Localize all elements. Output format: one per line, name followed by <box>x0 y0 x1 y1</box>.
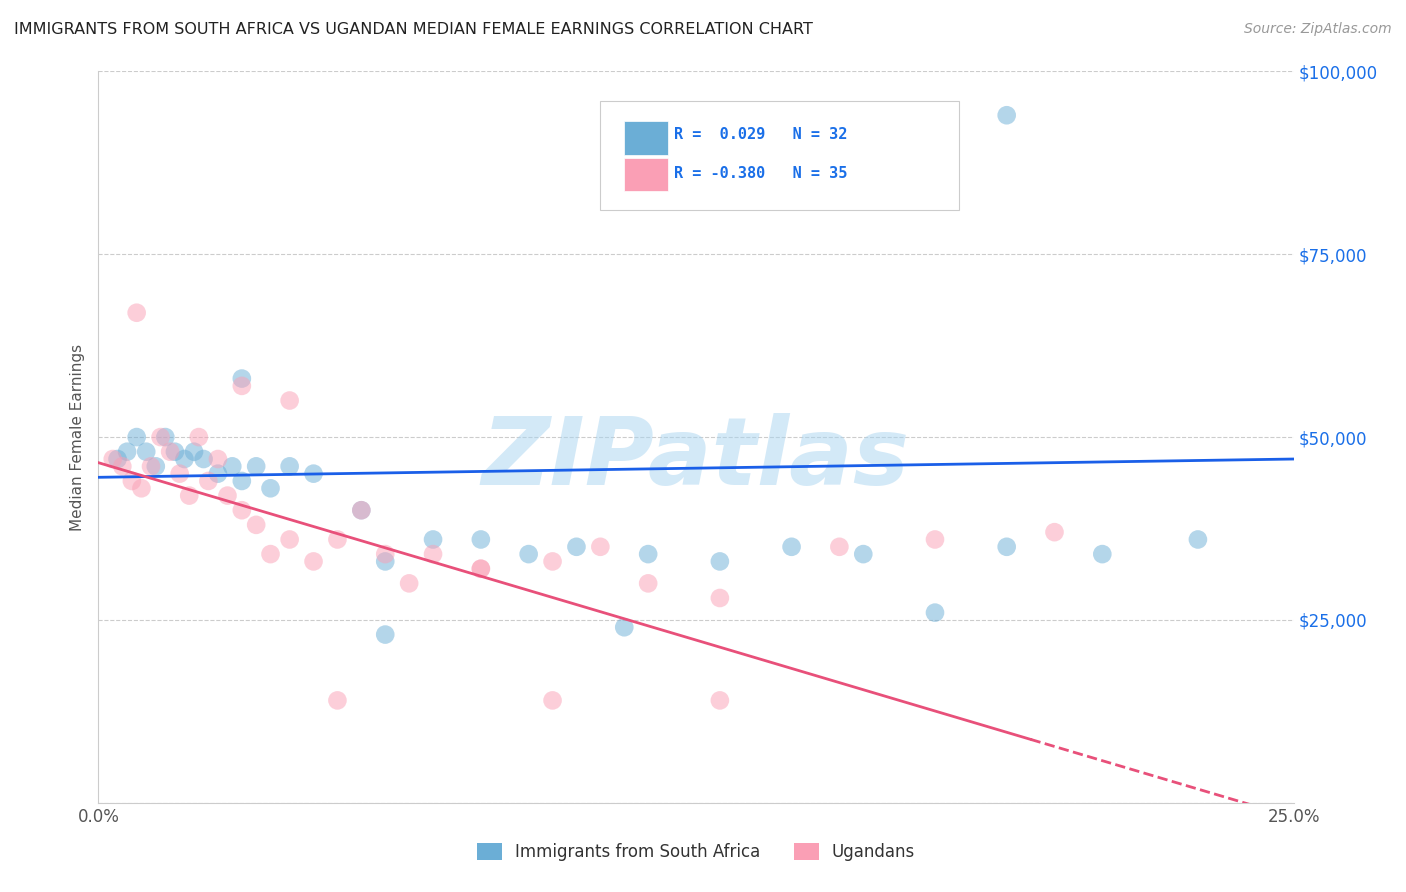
Point <box>541 693 564 707</box>
Point <box>709 554 731 568</box>
Point <box>470 562 492 576</box>
Point <box>125 430 148 444</box>
Point <box>995 108 1018 122</box>
Point <box>924 606 946 620</box>
Point <box>278 533 301 547</box>
Point <box>326 693 349 707</box>
Text: ZIPatlas: ZIPatlas <box>482 413 910 505</box>
Point <box>221 459 243 474</box>
Point <box>139 459 162 474</box>
Point <box>131 481 153 495</box>
Point <box>637 576 659 591</box>
Point <box>470 533 492 547</box>
Point <box>173 452 195 467</box>
Point <box>589 540 612 554</box>
Point <box>179 489 201 503</box>
Point <box>828 540 851 554</box>
Point <box>231 474 253 488</box>
Point <box>159 444 181 458</box>
Point <box>1043 525 1066 540</box>
Point <box>613 620 636 634</box>
Point <box>101 452 124 467</box>
Point <box>350 503 373 517</box>
Point <box>121 474 143 488</box>
Point <box>278 459 301 474</box>
Point <box>183 444 205 458</box>
Point <box>231 371 253 385</box>
Point <box>259 547 281 561</box>
Point <box>302 554 325 568</box>
Text: R =  0.029   N = 32: R = 0.029 N = 32 <box>675 128 848 143</box>
Point <box>135 444 157 458</box>
Point <box>398 576 420 591</box>
Point <box>217 489 239 503</box>
Point <box>245 459 267 474</box>
Point <box>470 562 492 576</box>
Point <box>245 517 267 532</box>
Point <box>231 379 253 393</box>
Point <box>422 533 444 547</box>
Text: R = -0.380   N = 35: R = -0.380 N = 35 <box>675 166 848 181</box>
Point <box>637 547 659 561</box>
Point <box>326 533 349 547</box>
Text: Source: ZipAtlas.com: Source: ZipAtlas.com <box>1244 22 1392 37</box>
Point <box>207 452 229 467</box>
Point <box>187 430 209 444</box>
Point <box>115 444 138 458</box>
Point <box>207 467 229 481</box>
Point <box>125 306 148 320</box>
Point <box>278 393 301 408</box>
Point <box>852 547 875 561</box>
Point <box>374 627 396 641</box>
Point <box>259 481 281 495</box>
Point <box>780 540 803 554</box>
Point <box>111 459 134 474</box>
FancyBboxPatch shape <box>624 121 668 154</box>
Text: IMMIGRANTS FROM SOUTH AFRICA VS UGANDAN MEDIAN FEMALE EARNINGS CORRELATION CHART: IMMIGRANTS FROM SOUTH AFRICA VS UGANDAN … <box>14 22 813 37</box>
Point <box>422 547 444 561</box>
Point <box>565 540 588 554</box>
Legend: Immigrants from South Africa, Ugandans: Immigrants from South Africa, Ugandans <box>470 836 922 868</box>
Point <box>163 444 186 458</box>
Point <box>924 533 946 547</box>
Y-axis label: Median Female Earnings: Median Female Earnings <box>69 343 84 531</box>
Point <box>709 693 731 707</box>
Point <box>149 430 172 444</box>
Point <box>155 430 177 444</box>
Point <box>193 452 215 467</box>
Point <box>169 467 191 481</box>
Point <box>541 554 564 568</box>
FancyBboxPatch shape <box>624 158 668 191</box>
Point <box>197 474 219 488</box>
Point <box>231 503 253 517</box>
Point <box>350 503 373 517</box>
Point <box>302 467 325 481</box>
Point <box>1187 533 1209 547</box>
Point <box>517 547 540 561</box>
Point <box>709 591 731 605</box>
FancyBboxPatch shape <box>600 101 959 211</box>
Point <box>374 547 396 561</box>
Point <box>995 540 1018 554</box>
Point <box>374 554 396 568</box>
Point <box>1091 547 1114 561</box>
Point <box>145 459 167 474</box>
Point <box>107 452 129 467</box>
